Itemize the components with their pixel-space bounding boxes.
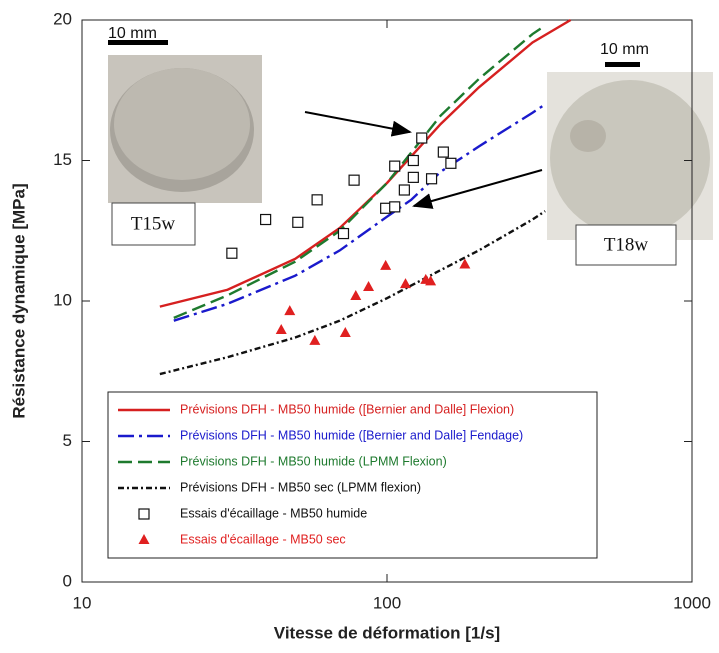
series-line — [173, 24, 546, 319]
y-tick-label: 10 — [53, 290, 72, 309]
x-axis-label: Vitesse de déformation [1/s] — [274, 623, 500, 642]
legend-swatch — [138, 508, 150, 520]
y-tick-label: 15 — [53, 150, 72, 169]
y-axis-label: Résistance dynamique [MPa] — [9, 183, 28, 418]
data-point — [284, 305, 296, 316]
x-tick-label: 100 — [373, 593, 401, 612]
data-point — [416, 132, 428, 144]
scale-label: 10 mm — [600, 41, 649, 58]
data-point — [311, 194, 323, 206]
y-tick-label: 5 — [63, 431, 72, 450]
legend-box — [107, 391, 598, 559]
data-point — [459, 258, 471, 269]
data-point — [309, 334, 321, 345]
data-point — [425, 275, 437, 286]
photo-left — [108, 40, 262, 203]
y-tick-label: 0 — [63, 571, 72, 590]
legend-label: Essais d'écaillage - MB50 sec — [180, 532, 346, 546]
arrow — [412, 169, 543, 209]
legend-label: Prévisions DFH - MB50 humide (LPMM Flexi… — [180, 454, 447, 468]
legend-label: Prévisions DFH - MB50 humide ([Bernier a… — [180, 402, 514, 416]
legend-label: Prévisions DFH - MB50 sec (LPMM flexion) — [180, 480, 421, 494]
legend-label: Essais d'écaillage - MB50 humide — [180, 506, 367, 520]
data-point — [407, 171, 419, 183]
series-line — [159, 18, 572, 308]
x-tick-label: 10 — [73, 593, 92, 612]
sample-label: T15w — [131, 213, 176, 234]
sample-label: T18w — [604, 234, 649, 255]
scale-label: 10 mm — [108, 25, 157, 42]
data-point — [437, 146, 449, 158]
data-point — [398, 184, 410, 196]
data-point — [363, 280, 375, 291]
series-line — [159, 210, 546, 376]
data-point — [275, 323, 287, 334]
data-point — [407, 154, 419, 167]
arrow — [304, 111, 412, 137]
data-point — [389, 201, 401, 213]
label-box — [575, 224, 677, 266]
data-point — [380, 259, 392, 270]
data-point — [350, 289, 362, 300]
data-point — [337, 227, 350, 240]
data-point — [400, 278, 412, 289]
photo-right — [547, 62, 713, 240]
data-point — [348, 174, 360, 186]
data-point — [425, 173, 438, 185]
label-box — [111, 202, 196, 246]
data-point — [339, 327, 351, 338]
legend-swatch — [138, 534, 150, 544]
data-point — [389, 160, 401, 172]
legend-label: Prévisions DFH - MB50 humide ([Bernier a… — [180, 428, 523, 442]
data-point — [260, 213, 272, 226]
y-tick-label: 20 — [53, 9, 72, 28]
x-tick-label: 1000 — [673, 593, 711, 612]
data-point — [292, 216, 304, 228]
data-point — [226, 247, 238, 259]
data-point — [445, 157, 457, 169]
